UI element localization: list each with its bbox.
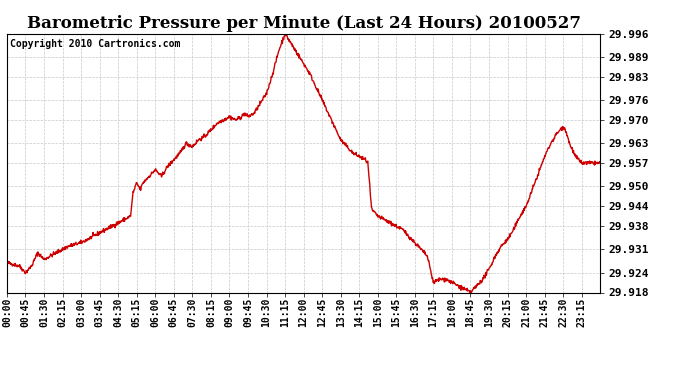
Text: Copyright 2010 Cartronics.com: Copyright 2010 Cartronics.com (10, 39, 180, 49)
Title: Barometric Pressure per Minute (Last 24 Hours) 20100527: Barometric Pressure per Minute (Last 24 … (27, 15, 580, 32)
